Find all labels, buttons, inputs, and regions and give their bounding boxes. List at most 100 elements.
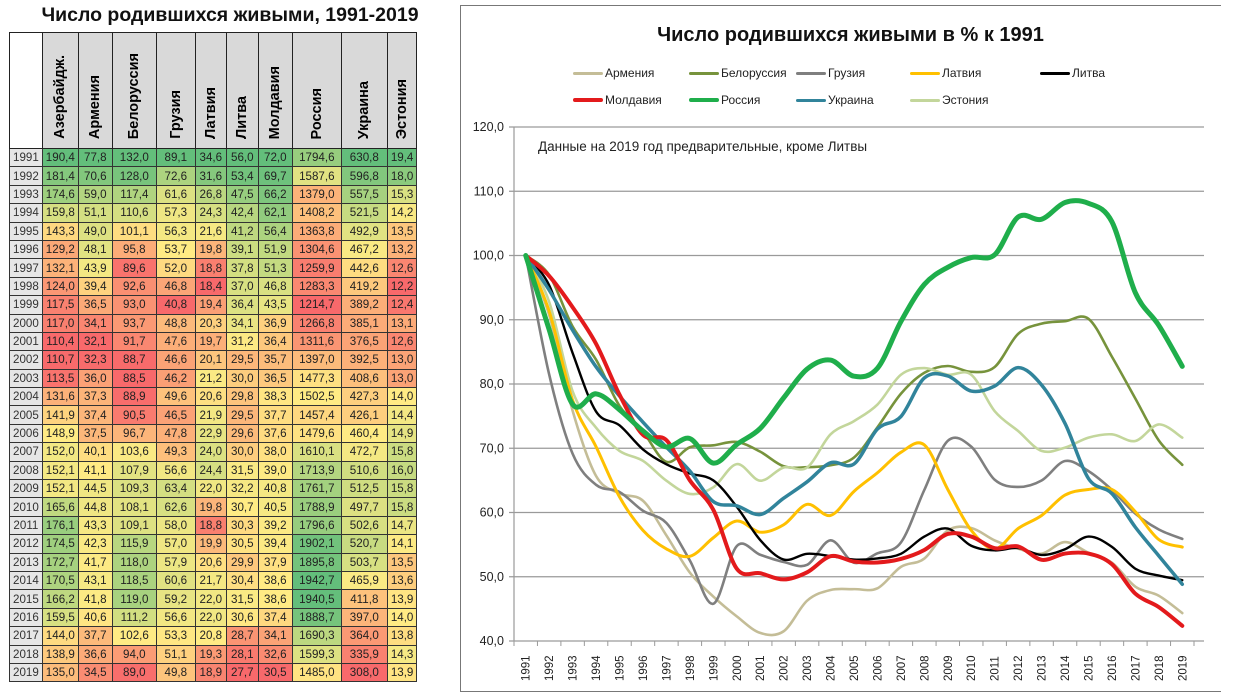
table-cell: 47,6 [155,331,196,352]
row-year: 1992 [9,166,43,186]
table-cell: 32,6 [257,644,293,664]
row-year: 1999 [9,295,43,315]
legend-item: Эстония [910,93,989,107]
column-header-label: Эстония [394,78,411,139]
table-cell: 91,7 [111,331,157,352]
table-cell: 37,4 [257,607,293,628]
table-cell: 56,4 [257,221,293,241]
table-cell: 13,6 [386,570,418,591]
x-tick-label: 2016 [1107,655,1119,681]
table-cell: 46,8 [257,276,293,297]
table-cell: 93,0 [111,295,157,315]
table-cell: 37,0 [225,276,259,297]
row-year: 1994 [9,203,43,223]
table-cell: 37,7 [257,405,293,425]
table-cell: 557,5 [340,184,388,205]
table-cell: 31,5 [225,460,259,481]
table-cell: 29,9 [225,552,259,572]
table-cell: 15,8 [386,442,418,462]
table-cell: 22,0 [194,479,227,499]
x-tick-label: 2014 [1060,655,1072,681]
row-year: 2002 [9,350,43,370]
table-cell: 18,0 [386,166,418,186]
table-cell: 43,3 [77,515,113,536]
table-cell: 72,0 [257,147,293,168]
table-cell: 117,0 [41,313,79,333]
table-cell: 141,9 [41,405,79,425]
y-tick-label: 100,0 [473,249,504,263]
row-year: 2007 [9,442,43,462]
table-cell: 442,6 [340,258,388,278]
column-header: Белоруссия [111,32,157,149]
table-cell: 19,3 [194,644,227,664]
table-cell: 96,7 [111,423,157,444]
table-cell: 39,0 [257,460,293,481]
table-cell: 135,0 [41,662,79,683]
table-row: 2000 117,0 34,1 93,7 48,8 20,3 34,1 36,9 1266,8 3… [9,313,418,333]
table-cell: 510,6 [340,460,388,481]
series-line-4 [524,254,1184,582]
table-cell: 110,7 [41,350,79,370]
births-table-panel: Число родившихся живыми, 1991-2019 Азерб… [0,0,460,700]
table-cell: 1477,3 [291,368,342,389]
table-cell: 43,9 [77,258,113,278]
table-cell: 138,9 [41,644,79,664]
table-cell: 27,7 [225,662,259,683]
table-cell: 47,5 [225,184,259,205]
table-cell: 1796,6 [291,515,342,536]
row-year: 2014 [9,570,43,591]
table-cell: 36,0 [77,368,113,389]
x-tick-label: 2006 [872,655,884,681]
table-cell: 42,3 [77,534,113,554]
table-cell: 1942,7 [291,570,342,591]
table-cell: 21,2 [194,368,227,389]
table-cell: 40,5 [257,497,293,517]
percent-chart-panel: Число родившихся живыми в % к 1991 Армен… [460,5,1221,692]
legend-swatch [1040,71,1070,75]
column-header: Литва [225,32,259,149]
table-cell: 37,6 [257,423,293,444]
table-cell: 397,0 [340,607,388,628]
table-cell: 51,9 [257,239,293,260]
row-year: 2016 [9,607,43,628]
legend-item: Грузия [796,66,865,80]
table-cell: 88,9 [111,387,157,407]
table-cell: 38,0 [257,442,293,462]
table-cell: 13,8 [386,626,418,646]
table-row: 2018 138,9 36,6 94,0 51,1 19,3 28,1 32,6 1599,3 3… [9,644,418,664]
row-year: 2018 [9,644,43,664]
y-tick-label: 80,0 [480,377,504,391]
table-cell: 30,0 [225,442,259,462]
table-cell: 46,8 [155,276,196,297]
births-table: Азербайдж. Армения Белоруссия Грузия Латвия Л… [9,32,418,683]
table-cell: 37,5 [77,423,113,444]
table-cell: 32,1 [77,331,113,352]
legend-item: Белоруссия [689,66,787,80]
table-cell: 39,1 [225,239,259,260]
table-cell: 1408,2 [291,203,342,223]
table-row: 1994 159,8 51,1 110,6 57,3 24,3 42,4 62,1 1408,2… [9,203,418,223]
column-header-label: Белоруссия [126,52,143,139]
table-cell: 426,1 [340,405,388,425]
table-row: 2005 141,9 37,4 90,5 46,5 21,9 29,5 37,7 1457,4 4… [9,405,418,425]
table-cell: 1587,6 [291,166,342,186]
table-cell: 467,2 [340,239,388,260]
table-cell: 148,9 [41,423,79,444]
table-cell: 36,6 [77,644,113,664]
table-cell: 62,1 [257,203,293,223]
legend-item: Россия [689,93,760,107]
table-cell: 48,8 [155,313,196,333]
column-header: Азербайдж. [41,32,79,149]
x-tick-label: 2004 [826,655,838,681]
table-cell: 1214,7 [291,295,342,315]
table-cell: 19,4 [386,147,418,168]
table-cell: 18,9 [194,662,227,683]
row-year: 1993 [9,184,43,205]
table-cell: 22,0 [194,589,227,609]
y-tick-label: 70,0 [480,441,504,455]
table-cell: 1363,8 [291,221,342,241]
table-cell: 144,0 [41,626,79,646]
table-cell: 19,7 [194,331,227,352]
table-cell: 51,1 [77,203,113,223]
table-cell: 20,6 [194,387,227,407]
